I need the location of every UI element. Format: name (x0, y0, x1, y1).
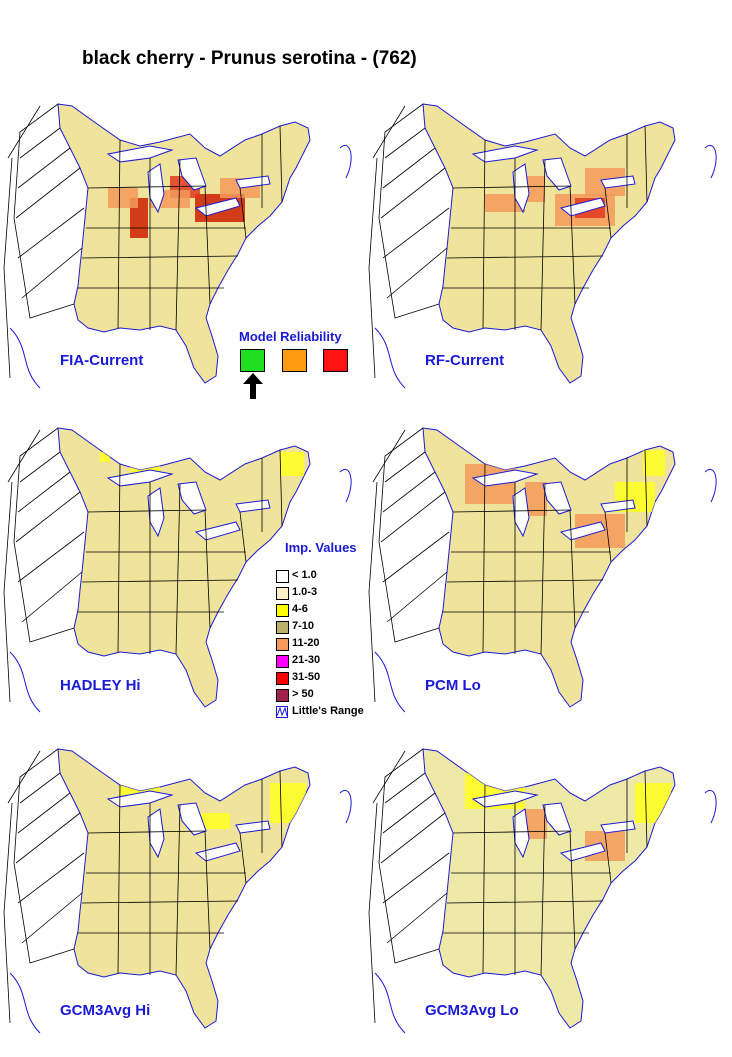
legend-swatch (276, 655, 289, 668)
model-reliability-title: Model Reliability (239, 329, 342, 344)
map-fia-current: FIA-Current (0, 98, 360, 408)
map-label: FIA-Current (60, 352, 144, 369)
map-label: GCM3Avg Hi (60, 1002, 151, 1019)
legend-label: < 1.0 (292, 569, 317, 581)
map-geometry (3, 748, 352, 1034)
legend-swatch (276, 604, 289, 617)
legend-label: 11-20 (292, 637, 320, 649)
map-geometry (3, 427, 352, 713)
map-label: GCM3Avg Lo (425, 1002, 519, 1019)
map-label: HADLEY Hi (60, 677, 141, 694)
map-rf-current: RF-Current (365, 98, 725, 408)
map-canvas (368, 103, 717, 389)
map-label: RF-Current (425, 352, 505, 369)
map-gcm3avg-hi: GCM3Avg Hi (0, 743, 360, 1053)
legend-swatch (276, 570, 289, 583)
legend-label: 1.0-3 (292, 586, 318, 598)
legend-label: > 50 (292, 688, 314, 700)
map-hadley-hi: HADLEY Hi (0, 422, 360, 732)
map-gcm3avg-lo: GCM3Avg Lo (365, 743, 725, 1053)
legend-label: 31-50 (292, 671, 321, 683)
map-pcm-lo: PCM Lo (365, 422, 725, 732)
legend-swatch (276, 689, 289, 702)
range-line-icon (276, 706, 288, 718)
legend-swatch (276, 587, 289, 600)
legend-label: 7-10 (292, 620, 315, 632)
map-geometry (368, 427, 717, 713)
map-canvas (368, 748, 717, 1034)
reliability-low-box (323, 349, 348, 372)
map-canvas (3, 103, 352, 389)
map-canvas (368, 427, 717, 713)
legend-swatch (276, 638, 289, 651)
map-geometry (3, 103, 352, 389)
map-label: PCM Lo (425, 677, 481, 694)
legend-label: 4-6 (292, 603, 308, 615)
legend-label: 21-30 (292, 654, 321, 666)
map-geometry (368, 748, 717, 1034)
map-geometry (368, 103, 717, 389)
arrow-up-icon (243, 373, 263, 399)
legend-title: Imp. Values (285, 540, 357, 555)
page-title: black cherry - Prunus serotina - (762) (82, 48, 417, 69)
map-canvas (3, 427, 352, 713)
reliability-medium-box (282, 349, 307, 372)
map-canvas (3, 748, 352, 1034)
reliability-high-box (240, 349, 265, 372)
legend-swatch (276, 621, 289, 634)
legend-label: Little's Range (292, 705, 364, 717)
legend-swatch (276, 672, 289, 685)
